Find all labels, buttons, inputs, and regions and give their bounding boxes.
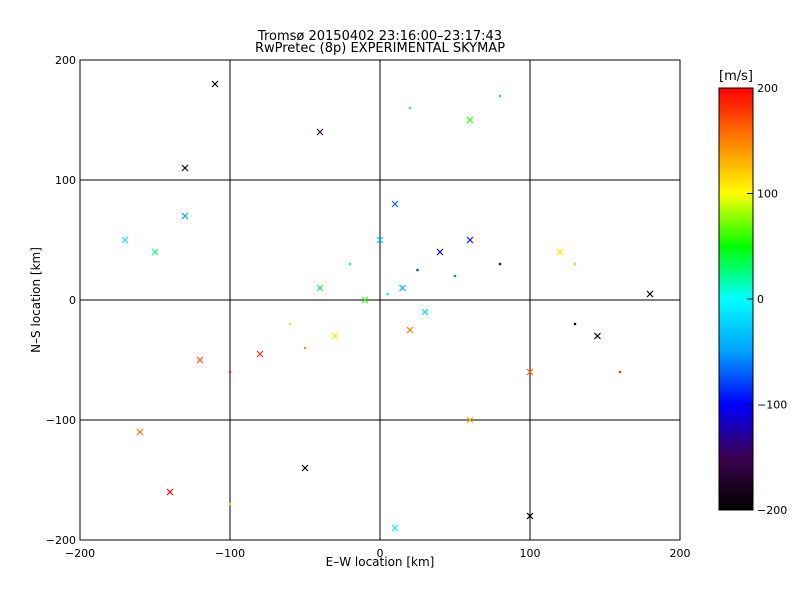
colorbar-label: [m/s] (719, 69, 753, 84)
data-point-dot (498, 94, 502, 98)
data-point-cross (181, 164, 189, 172)
grid-lines (80, 60, 680, 540)
data-point-cross (196, 356, 204, 364)
data-point-dot (408, 106, 412, 110)
data-point-cross (361, 296, 369, 304)
data-point-cross (151, 248, 159, 256)
x-tick-label: 200 (670, 547, 691, 560)
y-tick-label: 0 (69, 294, 76, 307)
data-point-cross (421, 308, 429, 316)
data-point-dot (573, 262, 577, 266)
colorbar-tick-label: −100 (757, 399, 787, 412)
data-point-cross (316, 284, 324, 292)
chart-title: Tromsø 20150402 23:16:00–23:17:43 (257, 29, 502, 44)
colorbar-ticks: 200 100 0 −100 −200 (747, 82, 787, 517)
data-point-cross (181, 212, 189, 220)
data-point-cross (316, 128, 324, 136)
data-point-dot (348, 262, 352, 266)
data-point-cross (211, 80, 219, 88)
data-point-cross (136, 428, 144, 436)
data-point-cross (376, 236, 384, 244)
data-point-cross (466, 416, 474, 424)
data-point-cross (256, 350, 264, 358)
data-point-dot (453, 274, 457, 278)
colorbar-tick-label: 0 (757, 293, 764, 306)
data-point-cross (466, 236, 474, 244)
data-point-cross (526, 512, 534, 520)
data-point-dot (303, 346, 307, 350)
data-point-cross (399, 284, 406, 292)
y-axis-ticks: −200 −100 0 100 200 (46, 54, 680, 547)
data-point-dot (228, 502, 232, 506)
colorbar-tick-label: 100 (757, 188, 778, 201)
data-point-cross (466, 116, 474, 124)
x-axis-ticks: −200 −100 0 100 200 (65, 60, 691, 560)
y-tick-label: −100 (46, 414, 76, 427)
y-tick-label: −200 (46, 534, 76, 547)
x-axis-label: E–W location [km] (326, 555, 435, 569)
y-tick-label: 200 (55, 54, 76, 67)
data-point-cross (526, 368, 534, 376)
data-point-dot (228, 370, 232, 374)
data-point-dot (573, 322, 577, 326)
data-point-dot (618, 370, 622, 374)
data-points (121, 80, 654, 532)
y-tick-label: 100 (55, 174, 76, 187)
data-point-cross (391, 524, 399, 532)
x-tick-label: 100 (520, 547, 541, 560)
data-point-cross (406, 326, 414, 334)
y-axis-label: N–S location [km] (29, 247, 43, 353)
data-point-dot (288, 322, 292, 326)
data-point-dot (386, 292, 389, 296)
data-point-cross (331, 332, 339, 340)
data-point-cross (391, 200, 399, 208)
x-tick-label: −200 (65, 547, 95, 560)
chart-subtitle: RwPretec (8p) EXPERIMENTAL SKYMAP (255, 41, 505, 56)
data-point-cross (556, 248, 564, 256)
data-point-dot (416, 268, 419, 272)
data-point-dot (498, 262, 502, 266)
data-point-cross (436, 248, 444, 256)
data-point-cross (646, 290, 654, 298)
data-point-cross (594, 332, 601, 340)
x-tick-label: 0 (377, 547, 384, 560)
data-point-cross (166, 488, 174, 496)
x-tick-label: −100 (215, 547, 245, 560)
colorbar-tick-label: 200 (757, 82, 778, 95)
data-point-cross (301, 464, 309, 472)
data-point-cross (121, 236, 129, 244)
colorbar-tick-label: −200 (757, 504, 787, 517)
